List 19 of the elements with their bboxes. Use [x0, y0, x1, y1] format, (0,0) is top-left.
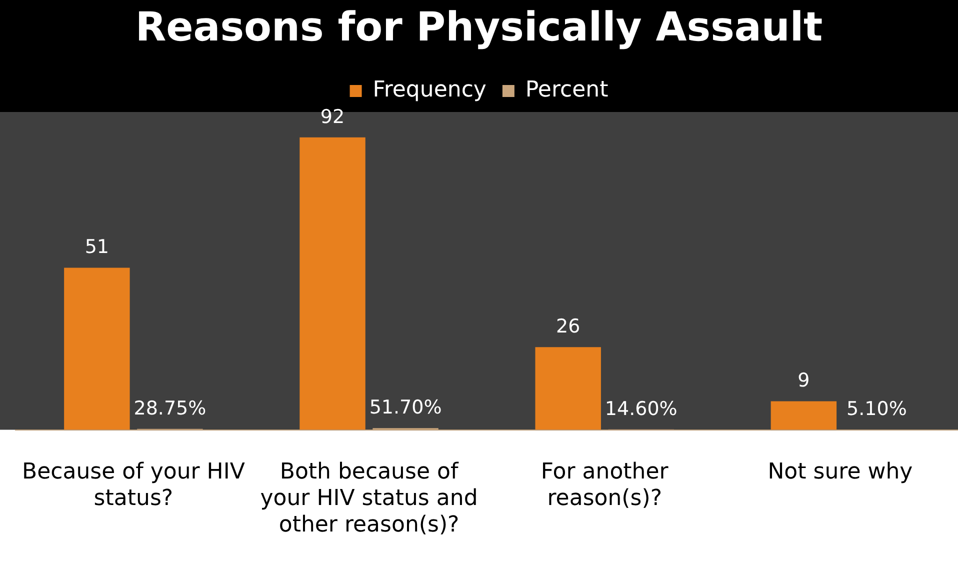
chart-title: Reasons for Physically Assault: [135, 4, 823, 50]
data-label: 51.70%: [369, 396, 442, 419]
x-tick-label: Both because of your HIV status and other reason(s)?: [260, 460, 478, 538]
x-tick-label: Because of your HIV status?: [22, 460, 245, 512]
bar: [64, 268, 130, 430]
data-label: 9: [798, 370, 810, 392]
bar: [300, 137, 366, 430]
legend-label: Percent: [525, 78, 609, 103]
data-label: 28.75%: [134, 397, 206, 420]
data-label: 51: [84, 236, 110, 258]
bar: [770, 401, 837, 430]
data-label: 26: [556, 316, 580, 338]
legend-label: Frequency: [372, 78, 486, 103]
bar: [535, 347, 601, 430]
data-label: 14.60%: [604, 398, 678, 420]
x-tick-label: Not sure why: [768, 460, 913, 485]
data-label: 92: [320, 106, 345, 128]
x-tick-label: For another reason(s)?: [540, 460, 670, 512]
data-label: 5.10%: [846, 398, 907, 420]
